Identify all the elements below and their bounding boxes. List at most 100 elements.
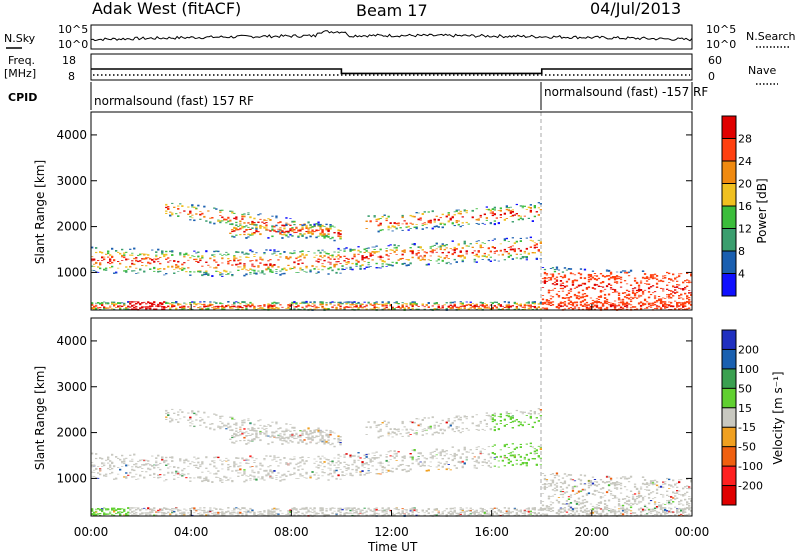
power-cell: [321, 263, 323, 264]
power-cell: [644, 308, 646, 309]
velocity-cell: [313, 432, 315, 433]
power-cell: [386, 264, 388, 265]
power-cell: [478, 308, 480, 309]
velocity-cell: [321, 431, 323, 433]
velocity-cell: [370, 515, 372, 516]
power-cell: [237, 270, 239, 271]
power-cell: [339, 256, 341, 258]
power-cell: [624, 305, 626, 306]
power-cell: [482, 247, 484, 248]
power-cell: [239, 257, 241, 258]
velocity-cell: [454, 420, 456, 421]
velocity-cell: [345, 453, 347, 455]
power-cell: [378, 256, 380, 257]
power-cell: [386, 250, 388, 252]
velocity-cell: [438, 453, 440, 454]
power-cell: [400, 258, 402, 260]
power-cell: [552, 301, 554, 302]
velocity-cell: [412, 450, 414, 451]
power-cell: [243, 226, 245, 227]
power-cell: [574, 274, 576, 275]
power-cell: [263, 253, 265, 254]
power-cell: [374, 247, 376, 248]
power-cell: [285, 217, 287, 219]
power-cell: [315, 261, 317, 262]
power-cell: [450, 248, 452, 249]
power-cell: [418, 246, 420, 248]
velocity-cell: [145, 471, 147, 472]
power-cell: [368, 264, 370, 265]
power-cell: [378, 225, 380, 227]
velocity-cell: [357, 460, 359, 461]
power-cell: [195, 213, 197, 214]
power-cell: [612, 277, 614, 278]
velocity-cell: [169, 421, 171, 423]
power-cell: [111, 256, 113, 258]
velocity-cell: [181, 411, 183, 413]
velocity-cell: [323, 432, 325, 433]
power-cell: [540, 309, 542, 310]
power-cell: [355, 260, 357, 262]
power-cell: [147, 301, 149, 303]
velocity-cell: [482, 508, 484, 509]
power-cell: [556, 267, 558, 269]
velocity-cell: [97, 508, 99, 510]
power-cell: [305, 254, 307, 256]
power-cell: [283, 251, 285, 253]
power-cell: [448, 214, 450, 216]
power-cell: [608, 270, 610, 272]
velocity-cell: [195, 414, 197, 415]
velocity-cell: [137, 467, 139, 468]
velocity-cell: [494, 426, 496, 427]
velocity-cell: [199, 477, 201, 479]
power-cell: [530, 240, 532, 241]
power-cell: [654, 297, 656, 298]
power-cell: [396, 307, 398, 308]
power-cell: [249, 224, 251, 225]
power-cell: [654, 278, 656, 279]
velocity-cell: [221, 426, 223, 427]
power-cell: [217, 251, 219, 252]
power-cell: [235, 258, 237, 259]
power-cell: [359, 251, 361, 252]
velocity-cell: [93, 512, 95, 514]
velocity-cell: [293, 428, 295, 429]
power-cell: [319, 224, 321, 225]
power-cell: [430, 222, 432, 224]
power-cell: [235, 307, 237, 308]
power-cell: [311, 303, 313, 304]
velocity-cell: [466, 416, 468, 417]
velocity-cell: [454, 417, 456, 418]
velocity-cell: [151, 509, 153, 511]
velocity-cell: [273, 511, 275, 512]
velocity-cell: [105, 474, 107, 475]
power-cell: [315, 306, 317, 308]
power-cell: [245, 273, 247, 275]
power-cell: [123, 309, 125, 310]
power-cell: [450, 219, 452, 221]
power-cell: [235, 235, 237, 236]
velocity-cell: [231, 470, 233, 471]
power-cell: [460, 306, 462, 308]
power-cell: [536, 211, 538, 212]
velocity-cell: [243, 473, 245, 475]
power-cell: [345, 302, 347, 303]
velocity-cell: [374, 508, 376, 509]
power-cell: [468, 304, 470, 306]
power-cell: [546, 281, 548, 282]
velocity-cell: [203, 480, 205, 482]
velocity-cell: [484, 512, 486, 514]
power-cell: [275, 217, 277, 218]
power-cell: [247, 306, 249, 307]
velocity-cell: [265, 426, 267, 427]
power-cell: [191, 215, 193, 216]
power-cell: [674, 292, 676, 294]
power-cell: [339, 263, 341, 264]
power-cell: [235, 216, 237, 218]
power-cell: [454, 304, 456, 306]
power-cell: [532, 302, 534, 304]
velocity-cell: [203, 512, 205, 514]
power-cell: [610, 285, 612, 286]
power-cell: [147, 307, 149, 308]
velocity-cell: [446, 508, 448, 509]
